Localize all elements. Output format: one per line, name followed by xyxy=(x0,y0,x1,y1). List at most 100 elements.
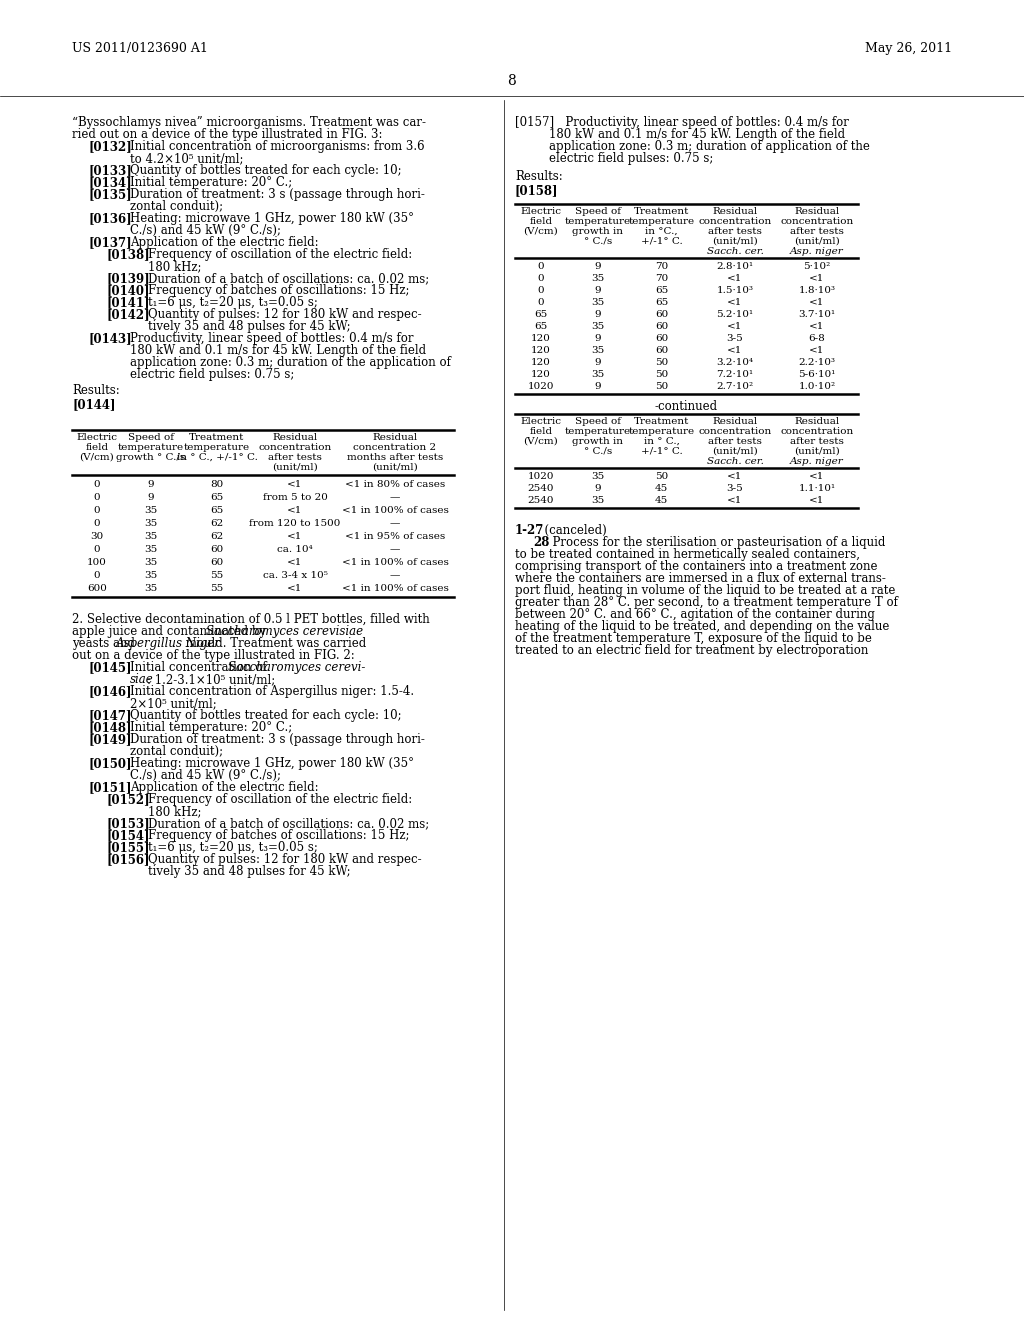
Text: 1.1·10¹: 1.1·10¹ xyxy=(799,484,836,492)
Text: [0155]: [0155] xyxy=(106,841,150,854)
Text: 180 kW and 0.1 m/s for 45 kW. Length of the field: 180 kW and 0.1 m/s for 45 kW. Length of … xyxy=(130,345,426,356)
Text: 35: 35 xyxy=(592,473,604,480)
Text: —: — xyxy=(390,545,400,554)
Text: [0142]: [0142] xyxy=(106,308,150,321)
Text: 180 kHz;: 180 kHz; xyxy=(148,260,202,273)
Text: out on a device of the type illustrated in FIG. 2:: out on a device of the type illustrated … xyxy=(72,649,354,663)
Text: Electric: Electric xyxy=(520,207,561,216)
Text: of the treatment temperature T, exposure of the liquid to be: of the treatment temperature T, exposure… xyxy=(515,632,871,645)
Text: ca. 10⁴: ca. 10⁴ xyxy=(278,545,313,554)
Text: 35: 35 xyxy=(144,583,158,593)
Text: in ° C., +/-1° C.: in ° C., +/-1° C. xyxy=(176,453,257,462)
Text: : 1.2-3.1×10⁵ unit/ml;: : 1.2-3.1×10⁵ unit/ml; xyxy=(147,673,275,686)
Text: comprising transport of the containers into a treatment zone: comprising transport of the containers i… xyxy=(515,560,878,573)
Text: siae: siae xyxy=(130,673,154,686)
Text: from 5 to 20: from 5 to 20 xyxy=(262,492,328,502)
Text: 180 kHz;: 180 kHz; xyxy=(148,805,202,818)
Text: 600: 600 xyxy=(87,583,106,593)
Text: 35: 35 xyxy=(144,558,158,568)
Text: field: field xyxy=(529,216,553,226)
Text: Treatment: Treatment xyxy=(634,207,689,216)
Text: Initial concentration of: Initial concentration of xyxy=(130,661,270,675)
Text: 9: 9 xyxy=(595,358,601,367)
Text: <1: <1 xyxy=(809,473,824,480)
Text: 2. Selective decontamination of 0.5 l PET bottles, filled with: 2. Selective decontamination of 0.5 l PE… xyxy=(72,612,430,626)
Text: application zone: 0.3 m; duration of application of the: application zone: 0.3 m; duration of app… xyxy=(549,140,869,153)
Text: 65: 65 xyxy=(655,286,668,294)
Text: <1: <1 xyxy=(809,275,824,282)
Text: 35: 35 xyxy=(592,275,604,282)
Text: (V/cm): (V/cm) xyxy=(80,453,115,462)
Text: (unit/ml): (unit/ml) xyxy=(795,447,840,455)
Text: 35: 35 xyxy=(144,545,158,554)
Text: [0135]: [0135] xyxy=(88,187,132,201)
Text: [0154]: [0154] xyxy=(106,829,150,842)
Text: 35: 35 xyxy=(144,532,158,541)
Text: Initial concentration of microorganisms: from 3.6: Initial concentration of microorganisms:… xyxy=(130,140,425,153)
Text: “Byssochlamys nivea” microorganisms. Treatment was car-: “Byssochlamys nivea” microorganisms. Tre… xyxy=(72,116,426,129)
Text: . (canceled): . (canceled) xyxy=(537,524,607,537)
Text: Speed of: Speed of xyxy=(575,207,621,216)
Text: US 2011/0123690 A1: US 2011/0123690 A1 xyxy=(72,42,208,55)
Text: Duration of a batch of oscillations: ca. 0.02 ms;: Duration of a batch of oscillations: ca.… xyxy=(148,817,429,830)
Text: 0: 0 xyxy=(93,545,100,554)
Text: [0136]: [0136] xyxy=(88,213,132,224)
Text: 35: 35 xyxy=(144,519,158,528)
Text: <1: <1 xyxy=(727,496,742,506)
Text: Speed of: Speed of xyxy=(128,433,174,442)
Text: [0134]: [0134] xyxy=(88,176,132,189)
Text: Sacch. cer.: Sacch. cer. xyxy=(707,457,764,466)
Text: 9: 9 xyxy=(595,484,601,492)
Text: 50: 50 xyxy=(655,381,668,391)
Text: Duration of treatment: 3 s (passage through hori-: Duration of treatment: 3 s (passage thro… xyxy=(130,187,425,201)
Text: 6-8: 6-8 xyxy=(809,334,825,343)
Text: field: field xyxy=(85,444,109,451)
Text: <1: <1 xyxy=(727,298,742,308)
Text: +/-1° C.: +/-1° C. xyxy=(641,447,682,455)
Text: 5-6·10¹: 5-6·10¹ xyxy=(799,370,836,379)
Text: 0: 0 xyxy=(538,275,545,282)
Text: in ° C.,: in ° C., xyxy=(643,437,680,446)
Text: Residual: Residual xyxy=(373,433,418,442)
Text: 180 kW and 0.1 m/s for 45 kW. Length of the field: 180 kW and 0.1 m/s for 45 kW. Length of … xyxy=(549,128,845,141)
Text: <1: <1 xyxy=(288,558,303,568)
Text: Initial temperature: 20° C.;: Initial temperature: 20° C.; xyxy=(130,176,292,189)
Text: Electric: Electric xyxy=(77,433,118,442)
Text: <1: <1 xyxy=(809,346,824,355)
Text: ° C./s: ° C./s xyxy=(584,447,612,455)
Text: field: field xyxy=(529,426,553,436)
Text: 9: 9 xyxy=(147,492,155,502)
Text: Residual: Residual xyxy=(713,207,758,216)
Text: between 20° C. and 66° C., agitation of the container during: between 20° C. and 66° C., agitation of … xyxy=(515,609,874,620)
Text: —: — xyxy=(390,492,400,502)
Text: <1: <1 xyxy=(727,346,742,355)
Text: 2540: 2540 xyxy=(527,484,554,492)
Text: 60: 60 xyxy=(655,310,668,319)
Text: Productivity, linear speed of bottles: 0.4 m/s for: Productivity, linear speed of bottles: 0… xyxy=(130,333,414,345)
Text: treated to an electric field for treatment by electroporation: treated to an electric field for treatme… xyxy=(515,644,868,657)
Text: 62: 62 xyxy=(210,519,223,528)
Text: ° C./s: ° C./s xyxy=(584,238,612,246)
Text: Treatment: Treatment xyxy=(634,417,689,426)
Text: 50: 50 xyxy=(655,370,668,379)
Text: growth ° C./s: growth ° C./s xyxy=(117,453,185,462)
Text: 0: 0 xyxy=(93,519,100,528)
Text: 35: 35 xyxy=(592,298,604,308)
Text: 7.2·10¹: 7.2·10¹ xyxy=(717,370,754,379)
Text: temperature: temperature xyxy=(629,426,694,436)
Text: 28: 28 xyxy=(534,536,549,549)
Text: after tests: after tests xyxy=(791,437,844,446)
Text: 3-5: 3-5 xyxy=(727,484,743,492)
Text: Electric: Electric xyxy=(520,417,561,426)
Text: [0137]: [0137] xyxy=(88,236,132,249)
Text: Residual: Residual xyxy=(795,417,840,426)
Text: 62: 62 xyxy=(210,532,223,541)
Text: Duration of treatment: 3 s (passage through hori-: Duration of treatment: 3 s (passage thro… xyxy=(130,733,425,746)
Text: after tests: after tests xyxy=(791,227,844,236)
Text: 60: 60 xyxy=(655,346,668,355)
Text: concentration 2: concentration 2 xyxy=(353,444,436,451)
Text: 50: 50 xyxy=(655,473,668,480)
Text: 5.2·10¹: 5.2·10¹ xyxy=(717,310,754,319)
Text: <1: <1 xyxy=(809,322,824,331)
Text: 0: 0 xyxy=(93,480,100,488)
